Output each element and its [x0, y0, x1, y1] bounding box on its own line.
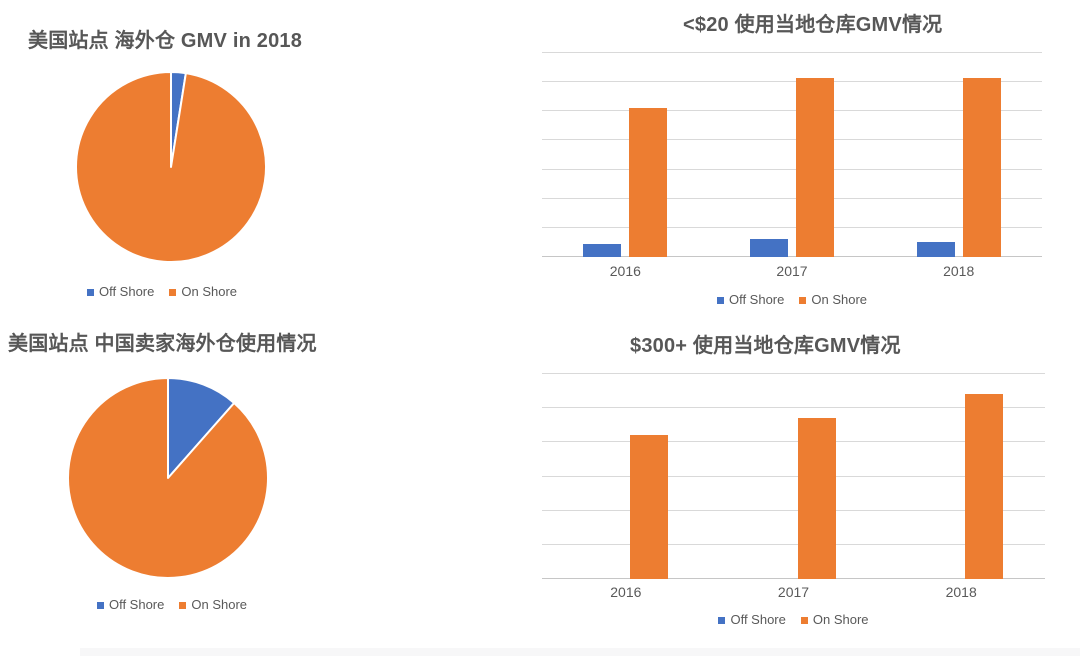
legend-item-on-shore: On Shore: [169, 284, 237, 300]
bar-on-shore-2016: [629, 435, 668, 579]
gridline: [542, 226, 1042, 228]
gridline: [542, 543, 1045, 545]
legend-swatch-on-shore: [799, 296, 807, 304]
x-axis-labels-under20-gmv: 2016 2017 2018: [542, 263, 1042, 279]
bar-on-shore-2018: [965, 394, 1004, 579]
pie-chart-china-sellers-usage: [65, 375, 271, 581]
bar-group-2017: [709, 52, 876, 257]
gridline: [542, 441, 1045, 443]
chart-title-us-overseas-gmv: 美国站点 海外仓 GMV in 2018: [28, 30, 303, 52]
bar-on-shore-2017: [797, 418, 836, 579]
legend-item-on-shore: On Shore: [179, 597, 247, 613]
pie-chart-us-overseas-gmv: [73, 69, 269, 265]
legend-swatch-on-shore: [169, 288, 177, 296]
gridline: [542, 197, 1042, 199]
pie-svg: [75, 71, 267, 263]
legend-swatch-off-shore: [96, 601, 104, 609]
legend-swatch-off-shore: [86, 288, 94, 296]
chart-title-china-sellers-usage: 美国站点 中国卖家海外仓使用情况: [8, 333, 317, 355]
x-axis-labels-over300-gmv: 2016 2017 2018: [542, 584, 1045, 600]
legend-item-off-shore: Off Shore: [86, 284, 155, 300]
legend-label-on-shore: On Shore: [812, 612, 869, 627]
gridline: [542, 168, 1042, 170]
x-tick-2017: 2017: [776, 263, 808, 279]
legend-swatch-on-shore: [179, 601, 187, 609]
legend-label-off-shore: Off Shore: [728, 292, 785, 307]
legend-item-off-shore: Off Shore: [718, 612, 786, 628]
legend-swatch-off-shore: [718, 616, 726, 624]
gridline: [542, 475, 1045, 477]
legend-label-off-shore: Off Shore: [730, 612, 786, 627]
x-tick-2017: 2017: [777, 584, 810, 600]
bar-group-2018: [875, 52, 1042, 257]
bar-off-shore-2017: [750, 239, 789, 257]
chart-title-under20-gmv: <$20 使用当地仓库GMV情况: [683, 14, 943, 36]
x-tick-2018: 2018: [943, 263, 975, 279]
bar-on-shore-2017: [796, 78, 835, 257]
bar-group-2016: [542, 373, 710, 579]
pie-svg: [67, 377, 269, 579]
legend-over300-gmv: Off Shore On Shore: [542, 612, 1045, 628]
legend-under20-gmv: Off Shore On Shore: [542, 292, 1042, 308]
gridline: [542, 52, 1042, 53]
legend-label-on-shore: On Shore: [191, 597, 248, 612]
bar-group-2017: [710, 373, 878, 579]
x-tick-2016: 2016: [610, 584, 642, 600]
legend-item-on-shore: On Shore: [800, 612, 869, 628]
gridline: [542, 373, 1045, 374]
x-axis-line: [542, 578, 1045, 579]
legend-swatch-off-shore: [716, 296, 724, 304]
legend-swatch-on-shore: [800, 616, 808, 624]
pie-slice-on-shore: [67, 377, 269, 579]
legend-item-off-shore: Off Shore: [96, 597, 165, 613]
x-tick-2016: 2016: [609, 263, 641, 279]
legend-item-off-shore: Off Shore: [716, 292, 785, 308]
gridline: [542, 110, 1042, 112]
bar-off-shore-2018: [916, 242, 955, 257]
x-axis-line: [542, 256, 1042, 257]
legend-label-on-shore: On Shore: [811, 292, 868, 307]
pie-slice-off-shore: [167, 377, 236, 479]
legend-item-on-shore: On Shore: [799, 292, 867, 308]
legend-label-off-shore: Off Shore: [98, 284, 155, 299]
chart-title-over300-gmv: $300+ 使用当地仓库GMV情况: [630, 335, 901, 357]
x-tick-2018: 2018: [945, 584, 977, 600]
legend-label-off-shore: Off Shore: [108, 597, 165, 612]
bar-on-shore-2016: [629, 108, 668, 257]
bar-plot-over300-gmv: [542, 373, 1045, 579]
bar-plot-under20-gmv: [542, 52, 1042, 257]
legend-label-on-shore: On Shore: [181, 284, 238, 299]
gridline: [542, 509, 1045, 511]
legend-us-overseas-gmv: Off Shore On Shore: [0, 284, 324, 300]
legend-china-sellers-usage: Off Shore On Shore: [0, 597, 344, 613]
gridline: [542, 81, 1042, 83]
gridline: [542, 407, 1045, 409]
pie-slice-on-shore: [75, 71, 267, 263]
bottom-edge-strip: [80, 648, 1080, 656]
bar-group-2016: [542, 52, 709, 257]
bar-group-2018: [877, 373, 1045, 579]
gridline: [542, 139, 1042, 141]
bar-on-shore-2018: [962, 78, 1001, 257]
bar-off-shore-2016: [583, 244, 622, 257]
